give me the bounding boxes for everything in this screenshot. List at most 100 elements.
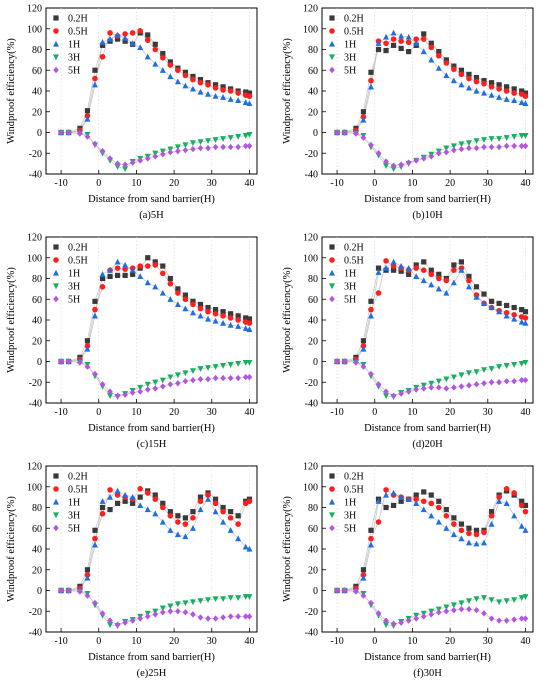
data-point-5H bbox=[360, 363, 367, 370]
data-point-5H bbox=[92, 599, 98, 607]
y-tick-label: 40 bbox=[32, 316, 42, 327]
data-point-3H bbox=[443, 376, 450, 383]
legend-label: 1H bbox=[344, 40, 356, 51]
data-point-0.2H bbox=[458, 259, 465, 265]
data-point-1H bbox=[458, 267, 465, 273]
data-point-0.5H bbox=[420, 36, 427, 42]
data-point-1H bbox=[503, 500, 510, 506]
legend-marker-1H bbox=[329, 498, 335, 505]
data-point-3H bbox=[242, 359, 249, 366]
data-point-0.5H bbox=[413, 496, 419, 503]
data-point-5H bbox=[451, 384, 457, 391]
data-point-5H bbox=[205, 615, 211, 622]
data-point-5H bbox=[428, 384, 435, 391]
legend-marker-5H bbox=[53, 295, 59, 303]
panel-caption: (a)5H bbox=[139, 210, 164, 221]
data-point-5H bbox=[466, 605, 472, 613]
data-point-1H bbox=[152, 283, 159, 290]
data-point-1H bbox=[182, 533, 189, 540]
data-point-0.5H bbox=[107, 30, 113, 36]
data-point-3H bbox=[488, 366, 495, 372]
data-point-0.5H bbox=[235, 90, 241, 96]
data-point-0.5H bbox=[205, 81, 211, 88]
data-point-3H bbox=[197, 139, 204, 146]
data-point-3H bbox=[496, 364, 503, 370]
data-point-0.2H bbox=[107, 506, 113, 513]
data-point-5H bbox=[341, 129, 348, 136]
data-point-5H bbox=[137, 388, 143, 395]
data-point-3H bbox=[235, 595, 242, 601]
data-point-3H bbox=[167, 603, 174, 610]
data-point-0.5H bbox=[488, 84, 495, 90]
data-point-1H bbox=[383, 491, 390, 498]
data-point-3H bbox=[522, 594, 529, 600]
data-point-5H bbox=[413, 157, 419, 164]
legend-marker-3H bbox=[53, 54, 59, 61]
data-point-5H bbox=[420, 155, 427, 162]
data-point-0.2H bbox=[522, 90, 529, 96]
data-point-0.2H bbox=[122, 38, 128, 44]
x-tick-label: -10 bbox=[54, 636, 67, 647]
data-point-3H bbox=[197, 366, 204, 372]
y-tick-label: 100 bbox=[303, 24, 318, 35]
y-tick-label: -20 bbox=[29, 149, 42, 160]
data-point-5H bbox=[167, 381, 174, 388]
data-point-5H bbox=[205, 375, 211, 383]
data-point-3H bbox=[242, 594, 249, 600]
data-point-5H bbox=[522, 376, 529, 384]
data-point-0.5H bbox=[197, 305, 204, 312]
data-point-1H bbox=[99, 39, 106, 45]
data-point-3H bbox=[518, 133, 525, 139]
data-point-5H bbox=[92, 140, 98, 148]
data-point-0.2H bbox=[368, 298, 374, 304]
x-tick-label: 20 bbox=[169, 407, 179, 418]
data-point-1H bbox=[518, 318, 525, 325]
data-point-1H bbox=[413, 273, 420, 280]
data-point-0.5H bbox=[458, 527, 465, 534]
data-point-3H bbox=[242, 133, 249, 139]
x-tick-label: 40 bbox=[244, 636, 254, 647]
data-point-0.2H bbox=[398, 498, 404, 504]
data-point-0.5H bbox=[137, 263, 143, 269]
data-point-0.5H bbox=[92, 306, 98, 313]
legend-label: 3H bbox=[344, 53, 356, 64]
data-point-0.5H bbox=[144, 37, 151, 43]
data-point-5H bbox=[182, 146, 189, 154]
x-tick-label: 0 bbox=[96, 636, 101, 647]
data-point-1H bbox=[413, 500, 420, 506]
data-point-5H bbox=[144, 613, 151, 620]
chart-panel-4: -10 0 10 20 30 40 -40 -20 0 20 40 60 80 100 120 Distanc… bbox=[282, 233, 534, 450]
y-tick-label: -40 bbox=[305, 399, 318, 410]
data-point-5H bbox=[451, 146, 457, 154]
data-point-5H bbox=[368, 599, 374, 607]
data-point-1H bbox=[496, 498, 503, 504]
x-axis-label: Distance from sand barrier(H) bbox=[364, 423, 491, 434]
data-point-5H bbox=[65, 129, 72, 136]
x-axis-label: Distance from sand barrier(H) bbox=[364, 194, 491, 205]
data-point-1H bbox=[182, 82, 189, 89]
x-tick-label: 20 bbox=[445, 407, 455, 418]
y-tick-label: 40 bbox=[308, 316, 318, 327]
data-point-0.2H bbox=[175, 286, 181, 292]
chart-panel-2: -10 0 10 20 30 40 -40 -20 0 20 40 60 80 100 120 Distanc… bbox=[282, 4, 534, 221]
data-point-1H bbox=[220, 319, 227, 326]
data-point-3H bbox=[458, 141, 465, 148]
legend-marker-0.2H bbox=[329, 473, 335, 479]
x-tick-label: 0 bbox=[372, 178, 377, 189]
data-point-0.5H bbox=[383, 487, 389, 493]
data-point-3H bbox=[488, 597, 495, 604]
x-tick-label: 40 bbox=[244, 178, 254, 189]
data-point-5H bbox=[77, 359, 83, 366]
data-point-5H bbox=[227, 374, 234, 382]
data-point-0.2H bbox=[451, 262, 457, 268]
data-point-0.5H bbox=[451, 267, 457, 274]
data-point-1H bbox=[511, 97, 518, 103]
data-point-1H bbox=[481, 300, 488, 306]
data-point-0.5H bbox=[144, 490, 151, 496]
data-point-5H bbox=[522, 142, 529, 150]
data-point-1H bbox=[367, 83, 374, 90]
data-point-3H bbox=[465, 140, 472, 147]
data-point-3H bbox=[522, 133, 529, 139]
data-point-0.5H bbox=[197, 498, 204, 505]
data-point-3H bbox=[182, 600, 189, 607]
